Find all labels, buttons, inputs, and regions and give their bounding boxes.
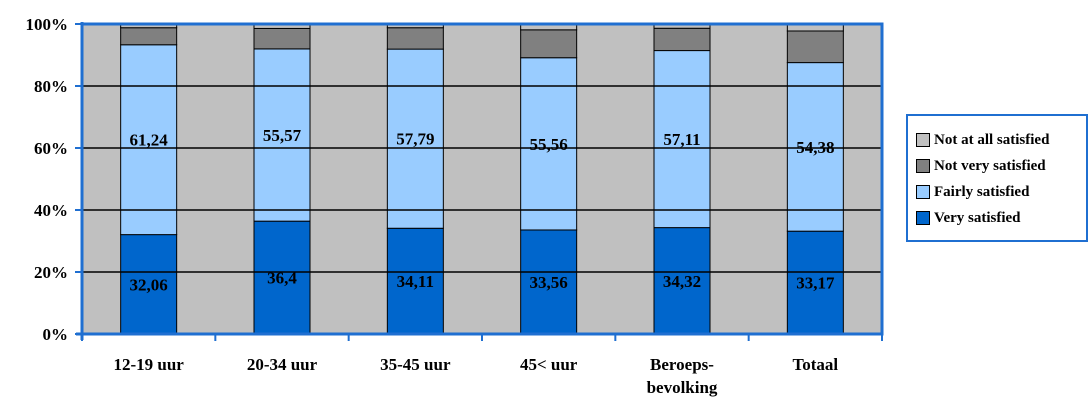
data-label: 57,11 [663, 130, 700, 149]
legend-item-not-at-all-satisfied: Not at all satisfied [916, 130, 1049, 150]
legend-swatch [916, 211, 930, 225]
legend: Not at all satisfied Not very satisfied … [906, 114, 1088, 242]
bar-fairly-satisfied [786, 62, 844, 232]
data-labels: 32,06 61,24 36,4 55,57 34,11 57,79 33,56 55,56 3… [130, 126, 835, 294]
bar-not-very-satisfied [386, 27, 444, 50]
bar-not-very-satisfied [520, 29, 578, 59]
y-tick-labels: 0% 20% 40% 60% 80% 100% [26, 15, 69, 344]
y-tick-label: 0% [43, 325, 69, 344]
legend-label: Very satisfied [934, 209, 1021, 226]
bar-fairly-satisfied [653, 50, 711, 229]
x-tick-label: 20-34 uur [247, 355, 318, 374]
bar-not-very-satisfied [653, 27, 711, 52]
data-label: 33,17 [796, 274, 835, 293]
bar-very-satisfied [653, 227, 711, 335]
legend-swatch [916, 185, 930, 199]
x-tick-label: 35-45 uur [380, 355, 451, 374]
x-tick-labels: 12-19 uur 20-34 uur 35-45 uur 45< uur Beroep… [113, 355, 838, 397]
stacked-bar-chart: 32,06 61,24 36,4 55,57 34,11 57,79 33,56 55,56 3… [26, 15, 884, 397]
data-label: 34,32 [663, 272, 701, 291]
legend-label: Not at all satisfied [934, 131, 1050, 148]
plot-background [82, 24, 882, 334]
data-label: 34,11 [397, 272, 434, 291]
bar-very-satisfied [120, 234, 178, 335]
bar-very-satisfied [520, 229, 578, 335]
y-tick-label: 20% [34, 263, 68, 282]
x-tick-label: Totaal [792, 355, 838, 374]
y-tick-label: 40% [34, 201, 68, 220]
bar-not-very-satisfied [253, 27, 311, 50]
bar-fairly-satisfied [386, 48, 444, 229]
data-label: 32,06 [130, 275, 168, 294]
legend-item-very-satisfied: Very satisfied [916, 208, 1021, 228]
data-label: 55,56 [530, 135, 568, 154]
x-tick-label: bevolking [647, 378, 718, 397]
data-label: 61,24 [130, 131, 169, 150]
data-label: 33,56 [530, 273, 568, 292]
x-tick-label: 12-19 uur [113, 355, 184, 374]
bar-fairly-satisfied [120, 44, 178, 236]
data-label: 54,38 [796, 138, 834, 157]
y-tick-label: 80% [34, 77, 68, 96]
bars [120, 23, 844, 335]
legend-swatch [916, 133, 930, 147]
legend-item-not-very-satisfied: Not very satisfied [916, 156, 1046, 176]
y-tick-label: 100% [26, 15, 69, 34]
legend-item-fairly-satisfied: Fairly satisfied [916, 182, 1029, 202]
x-tick-label: Beroeps- [650, 355, 714, 374]
legend-label: Fairly satisfied [934, 183, 1030, 200]
bar-fairly-satisfied [253, 48, 311, 222]
x-tick-label: 45< uur [520, 355, 578, 374]
legend-label: Not very satisfied [934, 157, 1046, 174]
bar-not-very-satisfied [120, 27, 178, 46]
data-label: 57,79 [396, 130, 434, 149]
axes [75, 22, 884, 341]
bar-very-satisfied [786, 230, 844, 335]
data-label: 36,4 [267, 269, 297, 288]
y-tick-label: 60% [34, 139, 68, 158]
legend-swatch [916, 159, 930, 173]
plot-area [82, 24, 882, 334]
bar-not-very-satisfied [786, 30, 844, 64]
data-label: 55,57 [263, 126, 302, 145]
